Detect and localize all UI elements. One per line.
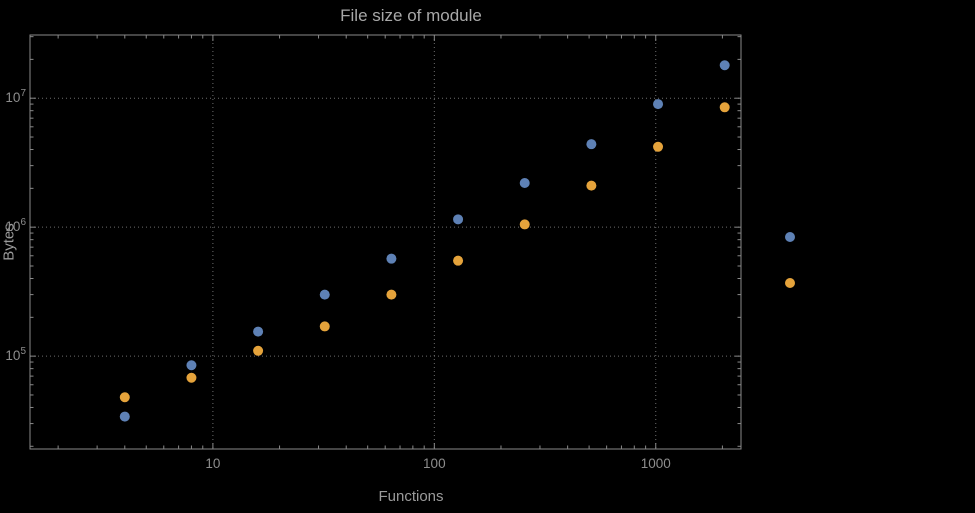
data-point-series-2 bbox=[586, 180, 597, 191]
data-point-series-2 bbox=[253, 345, 264, 356]
data-point-series-2 bbox=[319, 321, 330, 332]
data-point-series-2 bbox=[719, 102, 730, 113]
legend-marker-series-1 bbox=[785, 232, 795, 242]
data-point-series-1 bbox=[653, 99, 664, 110]
data-point-series-1 bbox=[519, 178, 530, 189]
data-point-series-2 bbox=[119, 392, 130, 403]
data-point-series-1 bbox=[453, 214, 464, 225]
data-point-series-1 bbox=[119, 411, 130, 422]
x-axis-label: Functions bbox=[378, 488, 444, 505]
data-point-series-1 bbox=[719, 60, 730, 71]
data-point-series-1 bbox=[186, 360, 197, 371]
plot-frame bbox=[29, 34, 742, 450]
data-point-series-2 bbox=[519, 219, 530, 230]
data-point-series-1 bbox=[253, 326, 264, 337]
x-tick-label: 1000 bbox=[641, 456, 671, 471]
data-point-series-2 bbox=[653, 141, 664, 152]
data-point-series-1 bbox=[586, 139, 597, 150]
chart-title: File size of module bbox=[340, 6, 482, 25]
y-tick-label: 107 bbox=[5, 88, 26, 105]
data-point-series-2 bbox=[386, 289, 397, 300]
y-tick-label: 105 bbox=[5, 346, 26, 363]
data-point-series-2 bbox=[453, 255, 464, 266]
data-point-series-1 bbox=[386, 253, 397, 264]
x-tick-label: 100 bbox=[423, 456, 446, 471]
y-tick-label: 106 bbox=[5, 217, 26, 234]
x-tick-label: 10 bbox=[205, 456, 220, 471]
legend-marker-series-2 bbox=[785, 278, 795, 288]
data-point-series-2 bbox=[186, 372, 197, 383]
data-point-series-1 bbox=[319, 289, 330, 300]
